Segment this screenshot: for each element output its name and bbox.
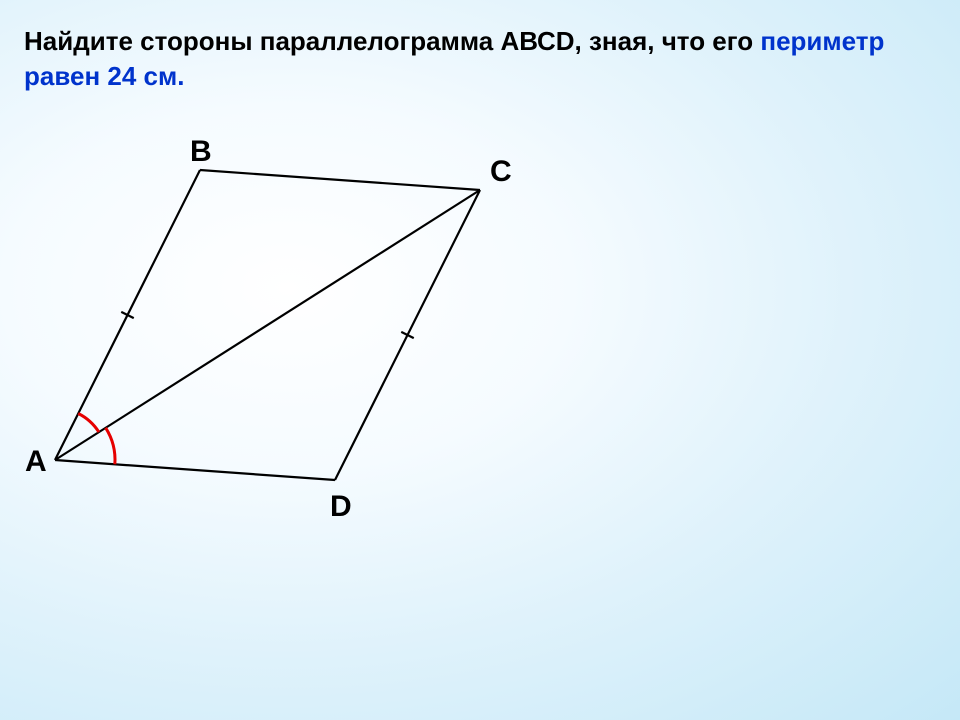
edge-DA (55, 460, 335, 480)
vertex-label-B: B (190, 135, 212, 169)
angle-arcs-group (78, 413, 115, 464)
edges-group (55, 170, 480, 480)
content-layer: Найдите стороны параллелограмма АВСD, зн… (0, 0, 960, 720)
geometry-diagram (0, 0, 960, 720)
vertex-label-D: D (330, 490, 352, 524)
angle-arc-CAD (106, 428, 115, 464)
vertex-label-C: C (490, 155, 512, 189)
vertex-label-A: A (25, 445, 47, 479)
edge-AC (55, 190, 480, 460)
angle-arc-BAC (78, 413, 99, 432)
edge-BC (200, 170, 480, 190)
